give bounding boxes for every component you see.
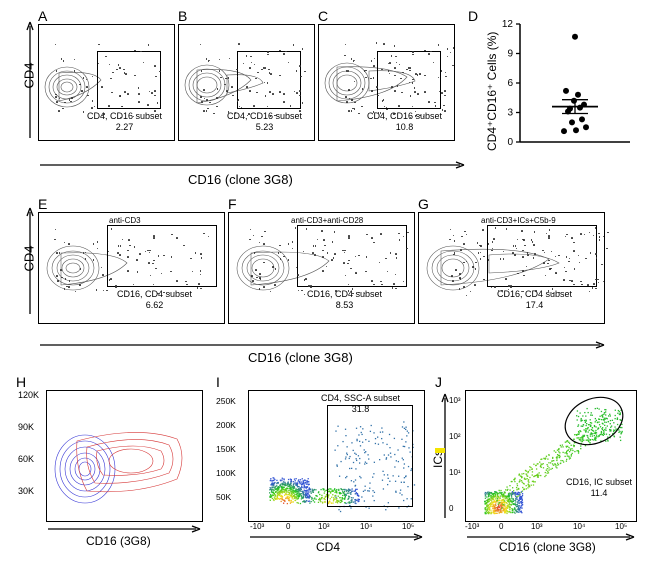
d-tick-3: 9 [507, 49, 513, 60]
panel-letter-B: B [178, 8, 187, 24]
row-3: H 30K [8, 374, 642, 554]
i-tick-4: 250K [216, 396, 236, 406]
gate-label-A: CD4, CD16 subset 2.27 [87, 111, 162, 133]
panel-E: E anti-CD3 CD16, CD4 subset 6.62 [38, 196, 228, 324]
gate-A [97, 51, 161, 109]
plot-D: 0 3 6 9 12 [480, 14, 640, 154]
d-tick-0: 0 [507, 137, 513, 148]
plot-F: anti-CD3+anti-CD28 CD16, CD4 subset 8.53 [228, 212, 415, 324]
plot-C: CD4, CD16 subset 10.8 [318, 24, 455, 141]
gate-label-J: CD16, IC subset 11.4 [566, 477, 632, 499]
row-1: CD4 A CD4, CD16 subset 2.27 B [8, 8, 642, 168]
d-tick-1: 3 [507, 108, 513, 119]
gate-F [297, 225, 407, 287]
panel-A: A CD4, CD16 subset 2.27 [38, 8, 178, 141]
panel-letter-H: H [16, 374, 26, 390]
plot-B: CD4, CD16 subset 5.23 [178, 24, 315, 141]
plot-G: anti-CD3+ICs+C5b-9 CD16, CD4 subset 17.4 [418, 212, 605, 324]
gate-label-I: CD4, SSC-A subset 31.8 [321, 393, 400, 415]
gate-label-F: CD16, CD4 subset 8.53 [307, 289, 382, 311]
i-x-label: CD4 [316, 540, 340, 554]
gate-value-E: 6.62 [146, 300, 164, 310]
plot-A: CD4, CD16 subset 2.27 [38, 24, 175, 141]
gate-value-G: 17.4 [526, 300, 544, 310]
i-tick-0: 50K [216, 492, 231, 502]
i-tick-1: 100K [216, 468, 236, 478]
gate-B [237, 51, 301, 109]
d-tick-4: 12 [502, 19, 514, 30]
panel-J: J ICs CD16, IC subset 11.4 10³ 10² 10¹ 0… [435, 374, 640, 522]
gate-label-C: CD4, CD16 subset 10.8 [367, 111, 442, 133]
gate-E [107, 225, 217, 287]
panel-letter-E: E [38, 196, 47, 212]
gate-value-J: 11.4 [591, 488, 608, 498]
gate-value-B: 5.23 [256, 122, 274, 132]
plot-I: CD4, SSC-A subset 31.8 [248, 390, 425, 522]
gate-text-A: CD4, CD16 subset [87, 111, 162, 121]
gate-C [377, 51, 441, 109]
gate-text-J: CD16, IC subset [566, 477, 632, 487]
j-x-label: CD16 (clone 3G8) [499, 540, 596, 554]
gate-label-G: CD16, CD4 subset 17.4 [497, 289, 572, 311]
gate-value-C: 10.8 [396, 122, 414, 132]
h-tick-0: 30K [18, 486, 34, 496]
h-tick-1: 60K [18, 454, 34, 464]
gate-text-E: CD16, CD4 subset [117, 289, 192, 299]
plot-J: CD16, IC subset 11.4 [465, 390, 637, 522]
i-tick-3: 200K [216, 420, 236, 430]
gate-value-I: 31.8 [352, 404, 370, 414]
panel-letter-A: A [38, 8, 47, 24]
panel-letter-D: D [468, 8, 478, 24]
panel-letter-F: F [228, 196, 237, 212]
plot-E: anti-CD3 CD16, CD4 subset 6.62 [38, 212, 225, 324]
gate-I [327, 405, 413, 507]
panel-G: G anti-CD3+ICs+C5b-9 CD16, CD4 subset 17… [418, 196, 608, 324]
d-tick-2: 6 [507, 78, 513, 89]
panel-H: H 30K [16, 374, 206, 522]
panel-F: F anti-CD3+anti-CD28 CD16, CD4 subset 8.… [228, 196, 418, 324]
panel-letter-G: G [418, 196, 429, 212]
h-x-label: CD16 (3G8) [86, 534, 151, 548]
panel-D-ylabel: CD4⁺CD16⁺ Cells (%) [485, 31, 499, 151]
panel-letter-I: I [216, 374, 220, 390]
gate-label-B: CD4, CD16 subset 5.23 [227, 111, 302, 133]
panel-I: I CD4, SSC-A subset 31.8 50K 100K 150K 2… [216, 374, 431, 522]
i-tick-2: 150K [216, 444, 236, 454]
gate-value-F: 8.53 [336, 300, 354, 310]
panel-letter-J: J [435, 374, 442, 390]
gate-text-I: CD4, SSC-A subset [321, 393, 400, 403]
yellow-marker [435, 448, 445, 453]
row-2: CD4 E anti-CD3 CD16, CD4 subset 6.62 F [8, 196, 642, 346]
h-tick-3: 120K [18, 390, 39, 400]
row1-x-label: CD16 (clone 3G8) [188, 172, 293, 187]
panel-B: B CD4, CD16 subset 5.23 [178, 8, 318, 141]
gate-label-E: CD16, CD4 subset 6.62 [117, 289, 192, 311]
panel-C: C CD4, CD16 subset 10.8 [318, 8, 458, 141]
h-tick-2: 90K [18, 422, 34, 432]
panel-letter-C: C [318, 8, 328, 24]
gate-text-F: CD16, CD4 subset [307, 289, 382, 299]
row2-x-label: CD16 (clone 3G8) [248, 350, 353, 365]
gate-value-A: 2.27 [116, 122, 134, 132]
plot-H [46, 390, 203, 522]
